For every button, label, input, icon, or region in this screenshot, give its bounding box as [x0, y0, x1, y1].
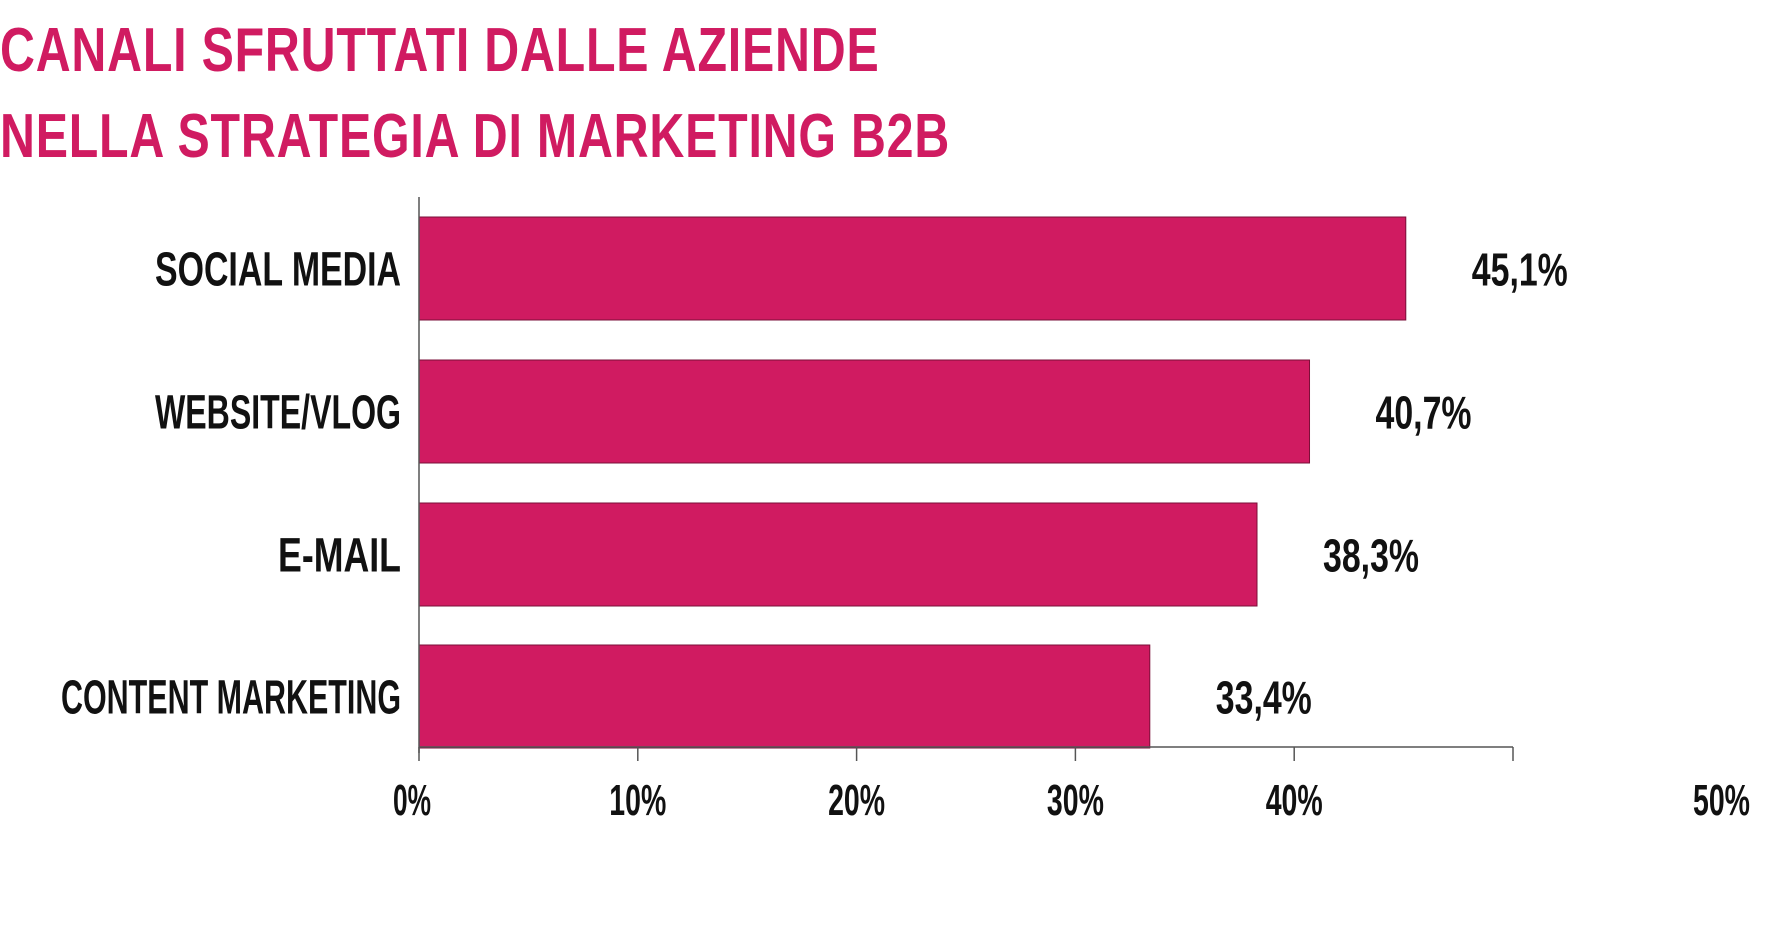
- x-tick-label: 10%: [609, 776, 666, 825]
- category-label: CONTENT MARKETING: [61, 672, 401, 725]
- value-label: 45,1%: [1472, 244, 1568, 296]
- bar: [418, 216, 1407, 321]
- category-label: E-MAIL: [278, 530, 401, 583]
- bar: [418, 644, 1151, 749]
- x-tick-label: 40%: [1266, 776, 1323, 825]
- x-tick-label: 50%: [1693, 776, 1750, 825]
- bar: [418, 502, 1258, 607]
- chart-title: CANALI SFRUTTATI DALLE AZIENDE NELLA STR…: [0, 8, 950, 180]
- value-label: 33,4%: [1216, 672, 1312, 724]
- x-tick-label: 30%: [1047, 776, 1104, 825]
- x-tick-label: 0%: [393, 776, 431, 825]
- category-label: WEBSITE/VLOG: [155, 387, 401, 440]
- chart-title-line-2: NELLA STRATEGIA DI MARKETING B2B: [0, 102, 951, 171]
- x-tick-label: 20%: [828, 776, 885, 825]
- chart-title-line-1: CANALI SFRUTTATI DALLE AZIENDE: [0, 16, 880, 85]
- category-label: SOCIAL MEDIA: [155, 244, 401, 297]
- value-label: 38,3%: [1323, 530, 1419, 582]
- bar: [418, 359, 1311, 464]
- value-label: 40,7%: [1376, 387, 1472, 439]
